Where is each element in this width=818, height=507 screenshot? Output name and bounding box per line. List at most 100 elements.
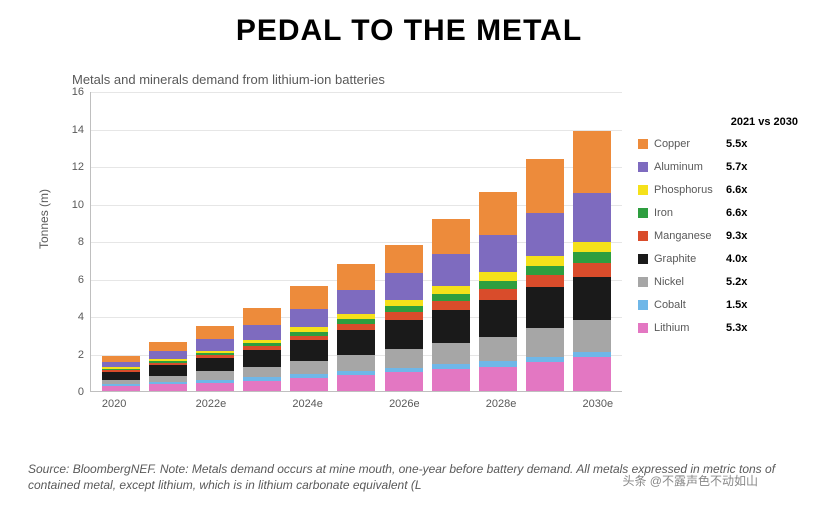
bar-segment [526,266,564,275]
bar-segment [337,355,375,371]
y-tick-label: 10 [64,199,84,211]
bar-column [385,245,423,391]
bar-segment [385,312,423,320]
y-tick-label: 16 [64,86,84,98]
x-tick-label: 2028e [486,398,517,410]
bar-column [432,219,470,392]
bar-segment [526,213,564,256]
legend-swatch [638,323,648,333]
bar-segment [196,339,234,350]
legend-swatch [638,185,648,195]
legend-item: Aluminum5.7x [638,161,808,173]
y-tick-label: 8 [64,236,84,248]
bar-segment [337,290,375,313]
legend-label: Iron [654,207,726,219]
bar-segment [149,342,187,350]
bar-column [196,326,234,391]
bar-segment [337,264,375,290]
legend-label: Lithium [654,322,726,334]
bar-segment [196,383,234,391]
bar-segment [196,358,234,371]
legend-item: Copper5.5x [638,138,808,150]
x-tick-label: 2030e [583,398,614,410]
bar-segment [385,349,423,368]
bar-segment [290,378,328,391]
bar-segment [290,286,328,309]
bar-segment [479,300,517,338]
x-tick-label: 2020 [102,398,126,410]
bar-segment [526,159,564,213]
bar-segment [573,252,611,262]
y-tick-label: 12 [64,161,84,173]
bar-column [290,286,328,391]
legend-swatch [638,254,648,264]
bar-segment [290,361,328,374]
bar-segment [385,320,423,349]
legend-label: Nickel [654,276,726,288]
bar-segment [102,386,140,391]
legend-multiplier: 6.6x [726,207,747,219]
x-tick-label: 2026e [389,398,420,410]
watermark: 头条 @不露声色不动如山 [622,472,758,489]
legend-label: Graphite [654,253,726,265]
bar-segment [149,351,187,359]
legend-label: Phosphorus [654,184,726,196]
legend-header: 2021 vs 2030 [638,116,808,128]
plot [90,92,622,392]
y-tick-label: 2 [64,349,84,361]
bars-container [91,92,622,391]
legend-item: Lithium5.3x [638,322,808,334]
bar-segment [479,281,517,289]
legend-swatch [638,231,648,241]
bar-segment [432,286,470,294]
legend-multiplier: 5.7x [726,161,747,173]
bar-segment [385,245,423,273]
bar-segment [526,362,564,391]
bar-segment [526,328,564,356]
bar-segment [526,256,564,265]
x-tick-label: 2024e [292,398,323,410]
bar-segment [479,235,517,273]
bar-column [337,264,375,391]
bar-segment [573,277,611,320]
bar-segment [573,242,611,252]
bar-segment [526,287,564,328]
legend-swatch [638,300,648,310]
bar-segment [196,326,234,339]
legend-swatch [638,277,648,287]
bar-segment [243,381,281,391]
bar-segment [573,193,611,242]
bar-column [243,308,281,391]
legend-item: Phosphorus6.6x [638,184,808,196]
legend-swatch [638,162,648,172]
y-tick-label: 4 [64,311,84,323]
legend-label: Manganese [654,230,726,242]
legend-swatch [638,139,648,149]
bar-segment [526,275,564,287]
bar-segment [479,192,517,235]
bar-segment [102,372,140,380]
bar-segment [573,131,611,193]
legend-swatch [638,208,648,218]
bar-column [573,131,611,391]
bar-segment [479,289,517,299]
bar-segment [479,367,517,391]
bar-segment [290,340,328,361]
bar-column [479,192,517,391]
bar-segment [243,308,281,325]
bar-segment [479,272,517,280]
bar-segment [243,325,281,340]
bar-segment [573,263,611,277]
legend-multiplier: 1.5x [726,299,747,311]
legend-item: Graphite4.0x [638,253,808,265]
bar-segment [573,320,611,352]
bar-segment [290,309,328,328]
legend: 2021 vs 2030 Copper5.5x Aluminum5.7x Phosp… [638,116,808,345]
y-tick-label: 14 [64,124,84,136]
bar-segment [432,310,470,343]
legend-label: Cobalt [654,299,726,311]
legend-label: Copper [654,138,726,150]
x-tick-label: 2022e [196,398,227,410]
legend-multiplier: 9.3x [726,230,747,242]
y-tick-label: 6 [64,274,84,286]
